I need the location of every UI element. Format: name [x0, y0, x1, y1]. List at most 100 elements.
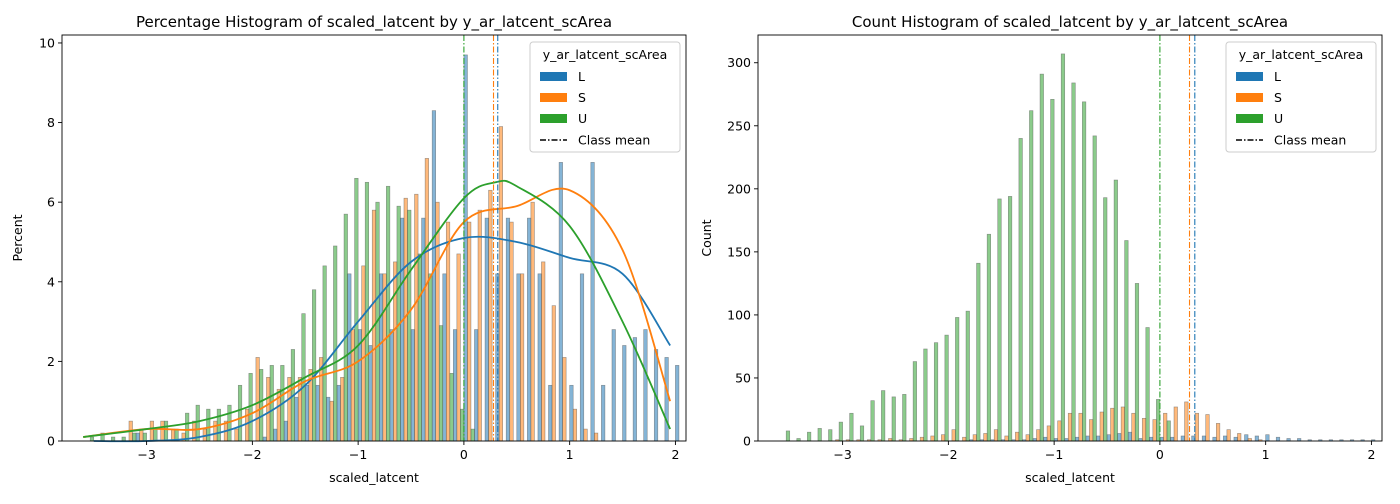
bar-U [1124, 240, 1129, 442]
bar-U [870, 400, 875, 442]
y-tick-label: 300 [727, 55, 751, 70]
x-axis-label: scaled_latcent [1025, 470, 1115, 485]
legend-box [529, 41, 681, 153]
bar-L [537, 273, 542, 442]
bar-L [1170, 436, 1175, 442]
bar-U [1092, 135, 1097, 442]
legend-label-U: U [1274, 111, 1283, 126]
bar-L [304, 384, 310, 442]
bar-U [407, 209, 412, 442]
bar-L [1127, 431, 1133, 442]
bar-S [551, 305, 556, 442]
bar-U [849, 412, 854, 442]
bar-S [1025, 434, 1030, 442]
bar-L [1043, 436, 1048, 442]
bar-S [160, 420, 165, 442]
bar-U [343, 213, 348, 442]
x-tick-label: −1 [1045, 447, 1063, 462]
bar-L [611, 329, 616, 442]
bar-S [213, 420, 218, 442]
bar-S [951, 429, 956, 442]
bar-U [417, 253, 422, 442]
bar-S [1226, 429, 1231, 442]
bar-L [400, 217, 405, 442]
bar-S [477, 209, 482, 442]
bar-S [972, 434, 977, 442]
bar-L [1201, 435, 1207, 442]
bar-U [881, 390, 886, 442]
bar-L [273, 428, 278, 442]
bar-S [435, 201, 440, 442]
bar-L [378, 273, 384, 442]
legend-box [1225, 41, 1377, 153]
bar-S [245, 408, 250, 442]
bar-U [1018, 138, 1023, 442]
y-tick-label: 0 [47, 434, 55, 449]
legend: y_ar_latcent_scArea LSU Class mean [529, 41, 681, 153]
bar-L [569, 384, 574, 442]
bar-U [1050, 99, 1055, 442]
bars [785, 53, 1376, 442]
bar-U [142, 432, 147, 442]
chart-title: Percentage Histogram of scaled_latcent b… [136, 13, 612, 32]
bar-L [453, 329, 458, 442]
bar-U [438, 325, 444, 442]
bar-S [1057, 420, 1062, 442]
bar-L [1265, 434, 1270, 442]
bar-U [923, 348, 928, 442]
bar-U [785, 430, 791, 442]
bar-L [632, 337, 637, 442]
bar-S [414, 193, 419, 442]
bar-L [1096, 435, 1101, 442]
bar-U [1008, 196, 1013, 442]
bar-L [1244, 434, 1249, 442]
bar-L [326, 396, 331, 442]
bar-U [259, 369, 264, 442]
y-tick-label: 10 [39, 35, 55, 50]
bar-S [1216, 423, 1221, 442]
bar-S [1036, 429, 1041, 442]
bar-S [530, 201, 535, 442]
legend-swatch-U [1236, 114, 1263, 123]
bar-S [350, 329, 355, 442]
bar-S [1046, 425, 1051, 442]
bar-S [1015, 431, 1020, 442]
bar-S [361, 265, 366, 442]
bar-S [583, 428, 588, 442]
bar-S [1237, 433, 1242, 442]
bar-L [336, 384, 341, 442]
legend-swatch-S [540, 93, 567, 102]
bar-S [297, 377, 303, 442]
bar-S [541, 261, 546, 442]
y-tick-label: 4 [47, 274, 55, 289]
x-tick-label: 0 [460, 447, 468, 462]
bar-S [572, 408, 578, 442]
y-tick-label: 100 [727, 307, 751, 322]
bar-S [149, 420, 154, 442]
bar-L [357, 329, 362, 442]
bar-S [488, 189, 493, 442]
bar-U [89, 436, 95, 442]
bar-U [1134, 283, 1140, 442]
bar-U [902, 394, 907, 442]
bar-S [993, 429, 999, 442]
bar-L [516, 273, 521, 442]
bar-S [1141, 417, 1147, 442]
legend-mean-label: Class mean [578, 133, 650, 148]
bar-S [1152, 419, 1157, 442]
bar-U [1113, 179, 1118, 442]
bar-U [986, 233, 991, 442]
x-tick-label: −2 [939, 447, 957, 462]
bar-U [1039, 73, 1044, 442]
plot-frame [61, 34, 687, 442]
bar-L [1212, 436, 1217, 442]
bar-S [983, 433, 988, 442]
bar-U [163, 420, 169, 442]
bar-S [255, 357, 260, 442]
y-axis-label: Percent [10, 214, 25, 261]
bar-L [1117, 433, 1122, 442]
bar-S [1205, 414, 1210, 442]
bar-L [262, 436, 267, 442]
bar-L [484, 217, 489, 442]
y-tick-label: 2 [47, 354, 55, 369]
